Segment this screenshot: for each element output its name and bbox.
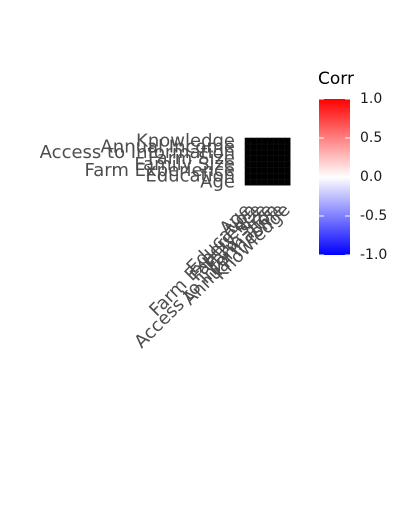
- heatmap-cell: [278, 155, 285, 163]
- heatmap-cell: [255, 155, 263, 163]
- heatmap-cell: [272, 172, 280, 180]
- heatmap-cell: [272, 167, 280, 174]
- legend-tick-label: -1.0: [360, 247, 387, 263]
- heatmap-cell: [255, 172, 263, 180]
- heatmap-cell: [250, 149, 257, 157]
- heatmap-cell: [244, 155, 252, 163]
- y-tick-label: Annual Income: [100, 136, 235, 157]
- y-tick-label: Age: [200, 172, 235, 193]
- heatmap-cell: [244, 137, 252, 145]
- legend-tick-label: 0.5: [360, 130, 382, 146]
- heatmap-cell: [272, 161, 280, 168]
- heatmap-cell: [272, 178, 280, 186]
- legend-tick-label: 1.0: [360, 91, 382, 107]
- heatmap-cell: [255, 149, 263, 157]
- heatmap-cell: [267, 155, 274, 163]
- y-tick-label: Family Size: [134, 154, 235, 175]
- heatmap-cell: [272, 143, 280, 151]
- heatmap-cell: [267, 167, 274, 174]
- heatmap-cell: [272, 149, 280, 157]
- y-tick-label: Access to Information: [40, 142, 235, 163]
- heatmap-cell: [267, 143, 274, 151]
- legend-ticks: 1.0 0.5 0.0 -0.5 -1.0: [319, 91, 387, 263]
- heatmap-cell: [261, 172, 269, 180]
- heatmap-cell: [284, 155, 291, 163]
- heatmap-cell: [261, 143, 269, 151]
- legend-tick-label: 0.0: [360, 169, 382, 185]
- heatmap-cell: [244, 172, 252, 180]
- heatmap-cell: [284, 161, 291, 168]
- heatmap-cell: [272, 137, 280, 145]
- heatmap-cell: [250, 178, 257, 186]
- heatmap-cell: [255, 161, 263, 168]
- heatmap-cell: [250, 167, 257, 174]
- heatmap-cell: [284, 143, 291, 151]
- heatmap-cell: [278, 172, 285, 180]
- heatmap-cell: [272, 155, 280, 163]
- legend: Corr 1.0 0.5 0.0 -0.5 -1.0: [318, 69, 387, 263]
- heatmap-cell: [278, 161, 285, 168]
- heatmap-cell: [244, 149, 252, 157]
- heatmap-cell: [284, 137, 291, 145]
- heatmap-cell: [250, 137, 257, 145]
- heatmap-cell: [278, 143, 285, 151]
- y-tick-label: Farm Size: [148, 148, 235, 169]
- legend-colorbar: [319, 99, 350, 255]
- heatmap-cell: [261, 167, 269, 174]
- y-tick-label: Knowledge: [136, 130, 235, 151]
- heatmap-cell: [261, 137, 269, 145]
- heatmap-cell: [250, 155, 257, 163]
- heatmap-cell: [244, 167, 252, 174]
- heatmap-cell: [278, 137, 285, 145]
- heatmap-cell: [267, 161, 274, 168]
- heatmap-cell: [250, 161, 257, 168]
- heatmap-cell: [284, 167, 291, 174]
- heatmap-cell: [267, 172, 274, 180]
- legend-title: Corr: [318, 69, 354, 89]
- heatmap-cell: [250, 143, 257, 151]
- heatmap-cell: [244, 161, 252, 168]
- heatmap-cell: [267, 178, 274, 186]
- y-tick-label: Farm Experience: [85, 160, 235, 181]
- heatmap-cell: [255, 167, 263, 174]
- heatmap-cell: [267, 149, 274, 157]
- heatmap-cell: [278, 167, 285, 174]
- heatmap-cell: [255, 137, 263, 145]
- heatmap-cell: [244, 178, 252, 186]
- heatmap-cell: [278, 178, 285, 186]
- heatmap-cell: [284, 149, 291, 157]
- heatmap-cell: [244, 143, 252, 151]
- heatmap-cell: [261, 161, 269, 168]
- heatmap-cell: [284, 172, 291, 180]
- heatmap-cell: [267, 137, 274, 145]
- heatmap-cell: [284, 178, 291, 186]
- heatmap-cell: [261, 178, 269, 186]
- heatmap-cell: [255, 178, 263, 186]
- heatmap-cell: [250, 172, 257, 180]
- heatmap-cell: [261, 149, 269, 157]
- heatmap-cells: [244, 137, 291, 186]
- heatmap-cell: [278, 149, 285, 157]
- legend-tick-label: -0.5: [360, 208, 387, 224]
- heatmap-cell: [261, 155, 269, 163]
- y-tick-label: Education: [145, 166, 235, 187]
- heatmap-cell: [255, 143, 263, 151]
